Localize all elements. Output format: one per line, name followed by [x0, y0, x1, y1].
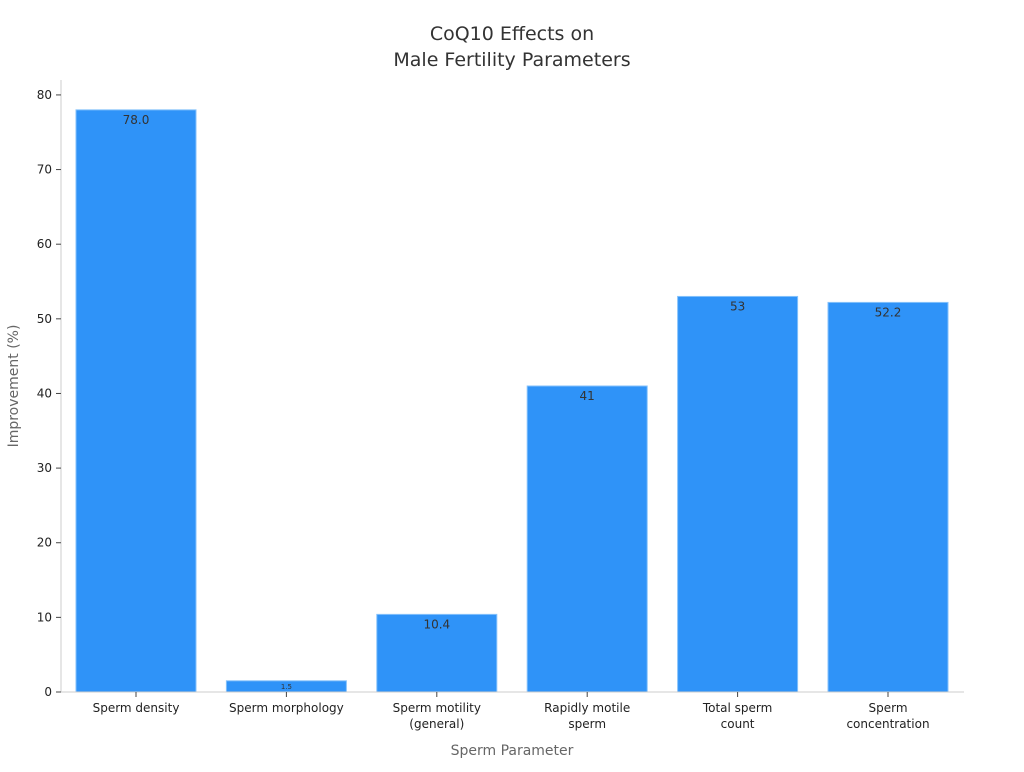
x-category-label: Total sperm	[702, 701, 773, 715]
bar	[526, 385, 648, 693]
x-categories-layer: Sperm density Sperm morphology Sperm motil…	[93, 692, 930, 731]
chart-title-line-1: CoQ10 Effects on	[430, 23, 594, 45]
bar-value-label: 78.0	[123, 113, 150, 127]
y-tick-label: 20	[37, 536, 52, 550]
y-ticks-layer: 0 10 20 30 40 50 60 70 80	[37, 88, 61, 699]
y-axis-title: Improvement (%)	[6, 325, 22, 448]
y-tick-label: 40	[37, 386, 52, 400]
bar	[376, 613, 498, 693]
x-category-label: sperm	[568, 717, 606, 731]
bars-layer	[75, 109, 949, 693]
y-tick-label: 60	[37, 237, 52, 251]
y-tick-label: 30	[37, 461, 52, 475]
chart-title-line-2: Male Fertility Parameters	[393, 49, 630, 71]
value-labels-layer: 78.0 1.5 10.4 41 53 52.2	[123, 113, 902, 691]
bar-value-label: 52.2	[875, 305, 902, 319]
y-tick-label: 0	[44, 685, 52, 699]
bar	[75, 109, 197, 693]
x-category-label: Rapidly motile	[544, 701, 630, 715]
y-tick-label: 70	[37, 163, 52, 177]
x-category-label: concentration	[846, 717, 929, 731]
x-category-label: Sperm density	[93, 701, 180, 715]
x-category-label: Sperm	[868, 701, 907, 715]
y-tick-label: 50	[37, 312, 52, 326]
x-category-label: (general)	[409, 717, 464, 731]
bar-value-label: 10.4	[423, 617, 450, 631]
x-axis-title: Sperm Parameter	[451, 743, 574, 759]
y-tick-label: 10	[37, 610, 52, 624]
x-category-label: Sperm morphology	[229, 701, 344, 715]
x-category-label: Sperm motility	[393, 701, 481, 715]
y-tick-label: 80	[37, 88, 52, 102]
bar-value-label: 53	[730, 299, 745, 313]
x-category-label: count	[721, 717, 755, 731]
bar	[827, 301, 949, 693]
bar	[677, 295, 799, 693]
bar-value-label: 41	[580, 389, 595, 403]
bar-value-label: 1.5	[281, 683, 292, 691]
